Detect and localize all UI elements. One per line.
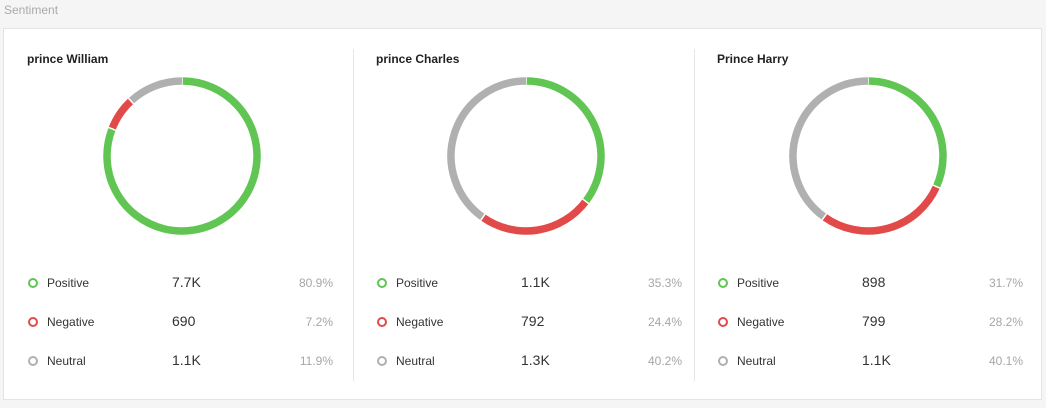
donut-separator	[480, 213, 486, 221]
negative-dot-icon	[28, 317, 38, 327]
negative-dot-icon	[718, 317, 728, 327]
panel-title: prince Charles	[376, 52, 460, 66]
sentiment-card: prince William Positive 7.7K 80.9% Negat…	[3, 28, 1042, 400]
donut-segment-positive[interactable]	[867, 77, 947, 189]
legend-percent: 40.2%	[647, 354, 682, 368]
negative-dot-icon	[377, 317, 387, 327]
neutral-dot-icon	[377, 356, 387, 366]
donut-segment-neutral[interactable]	[447, 77, 527, 221]
sentiment-panel-prince-charles: prince Charles Positive 1.1K 35.3% Negat…	[353, 29, 694, 399]
donut-chart	[447, 77, 605, 235]
legend-percent: 24.4%	[647, 315, 682, 329]
legend-label: Negative	[47, 315, 95, 329]
sentiment-panel-prince-harry: Prince Harry Positive 898 31.7% Negative…	[694, 29, 1040, 399]
legend-count: 690	[172, 313, 196, 329]
neutral-dot-icon	[718, 356, 728, 366]
donut-segment-neutral[interactable]	[128, 77, 183, 104]
positive-dot-icon	[28, 278, 38, 288]
legend-percent: 80.9%	[298, 276, 333, 290]
legend-row-negative[interactable]: Negative 799 28.2%	[717, 312, 1023, 332]
legend-row-positive[interactable]: Positive 7.7K 80.9%	[27, 273, 333, 293]
donut-separator	[932, 184, 941, 189]
legend-row-positive[interactable]: Positive 898 31.7%	[717, 273, 1023, 293]
legend-row-neutral[interactable]: Neutral 1.1K 11.9%	[27, 351, 333, 371]
donut-segment-negative[interactable]	[480, 199, 589, 235]
legend-row-positive[interactable]: Positive 1.1K 35.3%	[376, 273, 682, 293]
donut-segment-positive[interactable]	[525, 77, 605, 204]
legend-row-neutral[interactable]: Neutral 1.1K 40.1%	[717, 351, 1023, 371]
legend-label: Negative	[396, 315, 444, 329]
positive-dot-icon	[718, 278, 728, 288]
panel-title: Prince Harry	[717, 52, 789, 66]
donut-segment-negative[interactable]	[108, 98, 134, 131]
legend-label: Negative	[737, 315, 785, 329]
legend-percent: 11.9%	[299, 354, 333, 368]
legend-label: Positive	[396, 276, 439, 290]
sentiment-panel-prince-william: prince William Positive 7.7K 80.9% Negat…	[4, 29, 353, 399]
positive-dot-icon	[377, 278, 387, 288]
legend-count: 898	[862, 274, 886, 290]
legend-label: Positive	[47, 276, 90, 290]
legend-percent: 7.2%	[305, 315, 333, 329]
legend-percent: 31.7%	[988, 276, 1023, 290]
donut-segment-positive[interactable]	[103, 77, 261, 235]
donut-separator	[108, 126, 116, 131]
legend-label: Neutral	[737, 354, 776, 368]
neutral-dot-icon	[28, 356, 38, 366]
panel-divider	[353, 49, 354, 381]
legend-count: 1.3K	[521, 352, 550, 368]
donut-separator	[821, 213, 828, 221]
legend-row-neutral[interactable]: Neutral 1.3K 40.2%	[376, 351, 682, 371]
panel-divider	[694, 49, 695, 381]
legend-percent: 35.3%	[647, 276, 682, 290]
legend-label: Neutral	[47, 354, 86, 368]
donut-chart	[103, 77, 261, 235]
donut-separator	[127, 97, 135, 105]
legend-label: Positive	[737, 276, 780, 290]
legend-row-negative[interactable]: Negative 690 7.2%	[27, 312, 333, 332]
donut-segment-neutral[interactable]	[789, 77, 869, 220]
donut-separator	[582, 198, 590, 205]
donut-chart	[789, 77, 947, 235]
donut-segment-negative[interactable]	[822, 185, 940, 235]
legend-count: 1.1K	[862, 352, 891, 368]
legend-row-negative[interactable]: Negative 792 24.4%	[376, 312, 682, 332]
legend-count: 1.1K	[521, 274, 550, 290]
legend-count: 799	[862, 313, 886, 329]
legend-count: 792	[521, 313, 545, 329]
legend-percent: 28.2%	[988, 315, 1023, 329]
legend-label: Neutral	[396, 354, 435, 368]
section-title: Sentiment	[4, 3, 59, 17]
panel-title: prince William	[27, 52, 109, 66]
legend-percent: 40.1%	[988, 354, 1023, 368]
legend-count: 7.7K	[172, 274, 201, 290]
legend-count: 1.1K	[172, 352, 201, 368]
